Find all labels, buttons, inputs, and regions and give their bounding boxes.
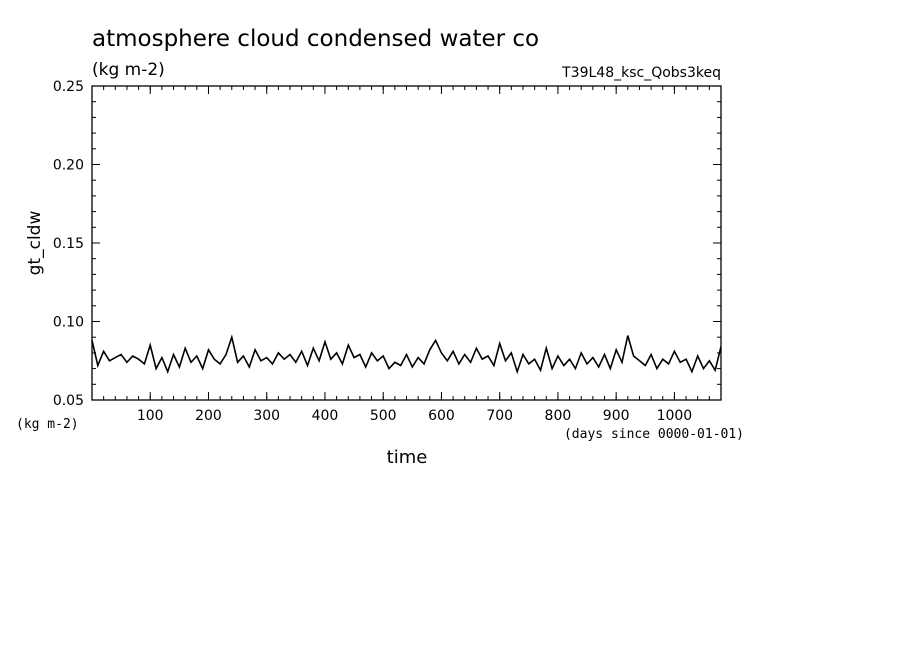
title-units: (kg m-2) — [92, 60, 165, 80]
x-tick-label: 300 — [253, 408, 280, 424]
x-tick-label: 800 — [545, 408, 572, 424]
y-tick-label: 0.10 — [53, 315, 84, 331]
y-axis: 0.05 0.10 0.15 0.20 0.25 — [53, 79, 721, 409]
x-tick-label: 600 — [428, 408, 455, 424]
y-tick-label: 0.15 — [53, 236, 84, 252]
y-tick-label: 0.05 — [53, 393, 84, 409]
y-tick-label: 0.20 — [53, 158, 84, 174]
x-axis: 100 200 300 400 500 600 700 800 900 1000 — [103, 86, 710, 424]
x-axis-units: (days since 0000-01-01) — [564, 427, 744, 442]
x-tick-label: 500 — [370, 408, 397, 424]
x-tick-label: 900 — [603, 408, 630, 424]
x-tick-label: 100 — [137, 408, 164, 424]
x-tick-label: 400 — [312, 408, 339, 424]
y-axis-units: (kg m-2) — [16, 417, 79, 432]
y-axis-label: gt_cldw — [25, 211, 45, 276]
series-line — [91, 334, 722, 375]
x-axis-label: time — [387, 447, 428, 468]
x-tick-label: 1000 — [657, 408, 693, 424]
x-tick-label: 700 — [486, 408, 513, 424]
chart-title: atmosphere cloud condensed water co — [92, 26, 539, 52]
x-tick-label: 200 — [195, 408, 222, 424]
y-tick-label: 0.25 — [53, 79, 84, 95]
run-label: T39L48_ksc_Qobs3keq — [561, 65, 721, 81]
